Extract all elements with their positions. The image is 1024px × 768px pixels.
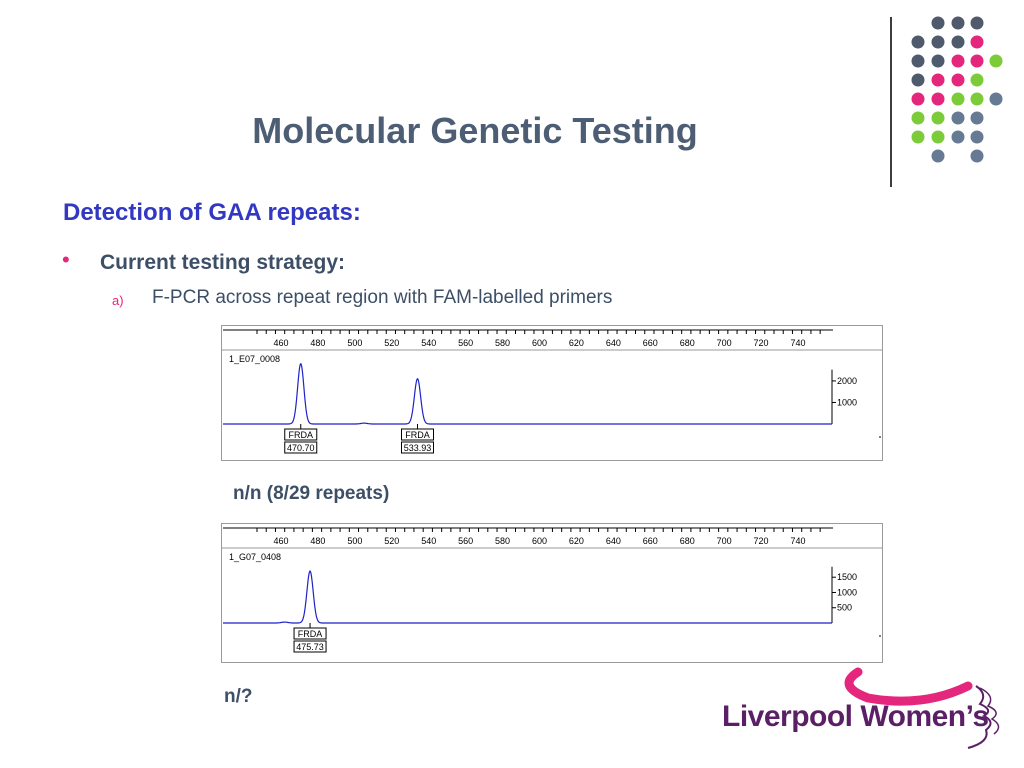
grid-dot (970, 92, 984, 106)
x-tick-label: 600 (532, 338, 547, 348)
x-tick-label: 660 (643, 338, 658, 348)
x-tick-label: 660 (643, 536, 658, 546)
x-tick-label: 680 (680, 536, 695, 546)
grid-dot (931, 92, 945, 106)
divider-line (890, 17, 892, 187)
x-tick-label: 460 (273, 338, 288, 348)
signal-trace (223, 570, 832, 624)
genotype-caption-1: n/n (8/29 repeats) (233, 483, 390, 504)
y-tick-label: 1500 (837, 572, 857, 582)
x-tick-label: 500 (347, 536, 362, 546)
grid-dot (970, 73, 984, 87)
x-tick-label: 560 (458, 536, 473, 546)
grid-dot (931, 16, 945, 30)
grid-dot (951, 111, 965, 125)
x-tick-label: 700 (717, 338, 732, 348)
peak-allele-label: FRDA (405, 430, 430, 440)
bullet-text: Current testing strategy: (100, 251, 346, 274)
grid-dot (970, 16, 984, 30)
grid-dot (911, 35, 925, 49)
x-tick-label: 740 (790, 338, 805, 348)
grid-dot (931, 111, 945, 125)
decorative-dot-grid (911, 16, 1003, 163)
peak-size-label: 533.93 (404, 443, 432, 453)
panel-frame (221, 325, 883, 461)
genotype-caption-2: n/? (224, 686, 253, 707)
y-tick-label: 1000 (837, 397, 857, 407)
grid-dot (970, 130, 984, 144)
x-tick-label: 740 (790, 536, 805, 546)
grid-dot (951, 92, 965, 106)
peak-allele-box (293, 627, 327, 640)
x-tick-label: 460 (273, 536, 288, 546)
x-tick-label: 580 (495, 338, 510, 348)
grid-dot (911, 130, 925, 144)
x-tick-label: 600 (532, 536, 547, 546)
electropherogram-panel-2: 460 480 500 520 540 560 580 600 620 640 660 680 700 7… (221, 523, 883, 663)
grid-dot (911, 92, 925, 106)
x-tick-label: 500 (347, 338, 362, 348)
grid-dot (931, 54, 945, 68)
grid-dot (989, 54, 1003, 68)
logo-text: Liverpool Women’s (722, 700, 989, 733)
grid-dot (911, 111, 925, 125)
grid-dot (951, 35, 965, 49)
x-tick-label: 520 (384, 338, 399, 348)
x-tick-label: 540 (421, 338, 436, 348)
slide-title: Molecular Genetic Testing (252, 110, 698, 151)
x-tick-label: 640 (606, 338, 621, 348)
grid-dot (931, 130, 945, 144)
peak-size-box (401, 441, 435, 454)
slide-subtitle: Detection of GAA repeats: (63, 199, 361, 226)
y-tick-label: 2000 (837, 376, 857, 386)
x-tick-label: 540 (421, 536, 436, 546)
sample-name: 1_G07_0408 (229, 552, 281, 562)
y-tick-label: 500 (837, 603, 852, 613)
peak-size-box (284, 441, 318, 454)
x-tick-label: 720 (754, 536, 769, 546)
x-tick-label: 720 (754, 338, 769, 348)
grid-dot (951, 16, 965, 30)
grid-dot (931, 35, 945, 49)
x-tick-label: 700 (717, 536, 732, 546)
grid-dot (989, 92, 1003, 106)
grid-dot (970, 149, 984, 163)
x-tick-label: 560 (458, 338, 473, 348)
grid-dot (951, 54, 965, 68)
y-tick-label: 1000 (837, 587, 857, 597)
grid-dot (970, 35, 984, 49)
peak-allele-label: FRDA (298, 629, 323, 639)
grid-dot (931, 149, 945, 163)
x-tick-label: 640 (606, 536, 621, 546)
peak-allele-label: FRDA (289, 430, 314, 440)
x-tick-label: 620 (569, 338, 584, 348)
sub-bullet-marker: a) (112, 293, 124, 308)
grid-dot (970, 111, 984, 125)
panel-frame (221, 523, 883, 663)
x-tick-label: 520 (384, 536, 399, 546)
bullet-marker: • (62, 247, 70, 272)
liverpool-womens-logo-mark (844, 667, 1000, 749)
peak-size-box (293, 640, 327, 653)
peak-size-label: 475.73 (296, 642, 324, 652)
electropherogram-panel-1: 460 480 500 520 540 560 580 600 620 640 660 680 700 7… (221, 325, 883, 461)
sub-bullet-text: F-PCR across repeat region with FAM-labe… (152, 287, 613, 308)
x-tick-label: 620 (569, 536, 584, 546)
grid-dot (970, 54, 984, 68)
sample-name: 1_E07_0008 (229, 354, 280, 364)
x-tick-label: 680 (680, 338, 695, 348)
x-tick-label: 480 (310, 536, 325, 546)
signal-trace (223, 363, 832, 425)
peak-size-label: 470.70 (287, 443, 315, 453)
peak-allele-box (401, 428, 435, 441)
grid-dot (951, 73, 965, 87)
grid-dot (951, 130, 965, 144)
grid-dot (911, 54, 925, 68)
x-tick-label: 580 (495, 536, 510, 546)
x-tick-label: 480 (310, 338, 325, 348)
grid-dot (931, 73, 945, 87)
grid-dot (911, 73, 925, 87)
peak-allele-box (284, 428, 318, 441)
